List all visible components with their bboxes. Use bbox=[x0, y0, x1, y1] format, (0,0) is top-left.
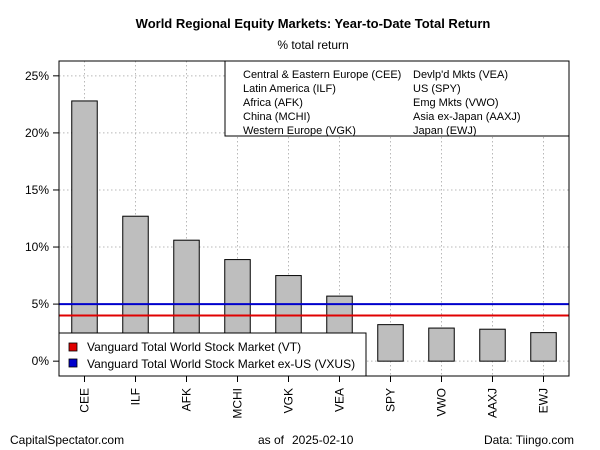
bar-ewj bbox=[530, 332, 557, 362]
legend-entry: Asia ex-Japan (AAXJ) bbox=[413, 111, 521, 123]
y-tick-label: 15% bbox=[25, 183, 49, 197]
x-axis: CEE ILF AFK MCHI VGK VEA SPY VWO AAXJ EWJ bbox=[78, 376, 551, 419]
reference-legend-swatch-vxus bbox=[68, 358, 78, 368]
legend-entry: Devlp'd Mkts (VEA) bbox=[413, 69, 508, 81]
reference-legend: Vanguard Total World Stock Market (VT) V… bbox=[58, 332, 367, 377]
x-tick-label-ewj: EWJ bbox=[537, 388, 551, 413]
footer-source-site: CapitalSpectator.com bbox=[10, 433, 124, 447]
legend-entry: China (MCHI) bbox=[243, 111, 310, 123]
chart-title: World Regional Equity Markets: Year-to-D… bbox=[136, 16, 491, 31]
y-tick-label: 25% bbox=[25, 69, 49, 83]
reference-line-layer bbox=[59, 303, 569, 317]
bar-vwo bbox=[428, 327, 455, 362]
bar-cee bbox=[71, 100, 98, 362]
legend-entry: Africa (AFK) bbox=[243, 97, 303, 109]
bar-aaxj bbox=[479, 328, 506, 362]
y-tick-label: 20% bbox=[25, 126, 49, 140]
bar-layer bbox=[71, 100, 557, 362]
x-tick-label-vwo: VWO bbox=[435, 388, 449, 417]
reference-legend-label-vt: Vanguard Total World Stock Market (VT) bbox=[87, 340, 301, 354]
reference-legend-swatch-vt bbox=[68, 342, 78, 352]
chart-subtitle: % total return bbox=[277, 38, 348, 52]
legend-entry: US (SPY) bbox=[413, 83, 461, 95]
x-tick-label-cee: CEE bbox=[78, 388, 92, 413]
legend-entry: Western Europe (VGK) bbox=[243, 125, 356, 137]
footer-as-of-label: as of bbox=[258, 433, 285, 447]
y-tick-label: 5% bbox=[32, 297, 50, 311]
reference-legend-box bbox=[58, 332, 367, 377]
footer-date: 2025-02-10 bbox=[292, 433, 354, 447]
x-tick-label-vgk: VGK bbox=[282, 388, 296, 413]
legend-entry: Central & Eastern Europe (CEE) bbox=[243, 69, 401, 81]
reference-legend-label-vxus: Vanguard Total World Stock Market ex-US … bbox=[87, 357, 355, 371]
x-tick-label-spy: SPY bbox=[384, 388, 398, 412]
y-axis: 0% 5% 10% 15% 20% 25% bbox=[25, 69, 59, 368]
legend: Central & Eastern Europe (CEE) Latin Ame… bbox=[224, 60, 570, 137]
x-tick-label-afk: AFK bbox=[180, 388, 194, 411]
x-tick-label-ilf: ILF bbox=[129, 388, 143, 405]
legend-entry: Emg Mkts (VWO) bbox=[413, 97, 499, 109]
footer-data-source: Data: Tiingo.com bbox=[484, 433, 574, 447]
legend-box bbox=[224, 60, 570, 137]
bar-spy bbox=[377, 324, 404, 362]
y-tick-label: 0% bbox=[32, 354, 50, 368]
y-tick-label: 10% bbox=[25, 240, 49, 254]
x-tick-label-vea: VEA bbox=[333, 388, 347, 412]
x-tick-label-aaxj: AAXJ bbox=[486, 388, 500, 418]
legend-entry: Japan (EWJ) bbox=[413, 125, 477, 137]
legend-entry: Latin America (ILF) bbox=[243, 83, 336, 95]
x-tick-label-mchi: MCHI bbox=[231, 388, 245, 419]
